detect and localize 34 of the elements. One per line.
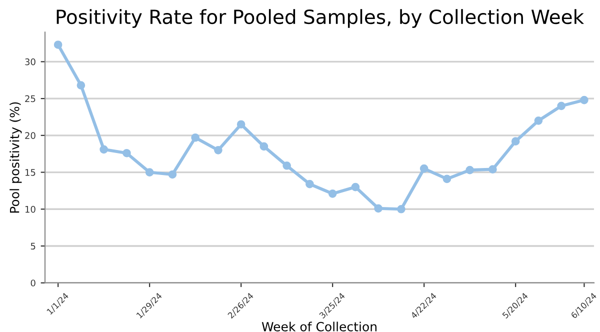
y-tick-label: 25: [25, 95, 36, 102]
chart-title: Positivity Rate for Pooled Samples, by Collection Week: [56, 9, 584, 28]
y-tick-label: 5: [30, 242, 36, 250]
point: [191, 133, 200, 142]
y-tick-label: 15: [25, 169, 36, 176]
point: [100, 145, 108, 154]
x-axis-title: Week of Collection: [262, 322, 376, 332]
point: [466, 166, 474, 174]
point: [282, 161, 291, 170]
point: [580, 96, 588, 104]
point: [76, 81, 86, 90]
point: [236, 120, 246, 129]
point: [260, 142, 268, 151]
point: [420, 164, 428, 173]
point: [122, 148, 131, 158]
point: [397, 204, 406, 214]
point: [306, 180, 314, 188]
point: [145, 168, 154, 176]
y-tick-label: 20: [25, 132, 36, 139]
y-axis-title: Pool positivity (%): [10, 102, 22, 213]
point: [351, 182, 360, 192]
point: [442, 174, 452, 184]
point: [534, 116, 543, 125]
point: [328, 189, 337, 198]
point: [488, 165, 497, 174]
point: [374, 204, 382, 213]
point: [557, 102, 566, 110]
y-tick-label: 10: [25, 206, 36, 213]
point: [511, 137, 520, 146]
y-tick-label: 30: [25, 58, 36, 66]
point: [214, 146, 222, 154]
y-tick-label: 0: [30, 280, 36, 286]
point: [54, 40, 62, 49]
point: [168, 170, 177, 179]
